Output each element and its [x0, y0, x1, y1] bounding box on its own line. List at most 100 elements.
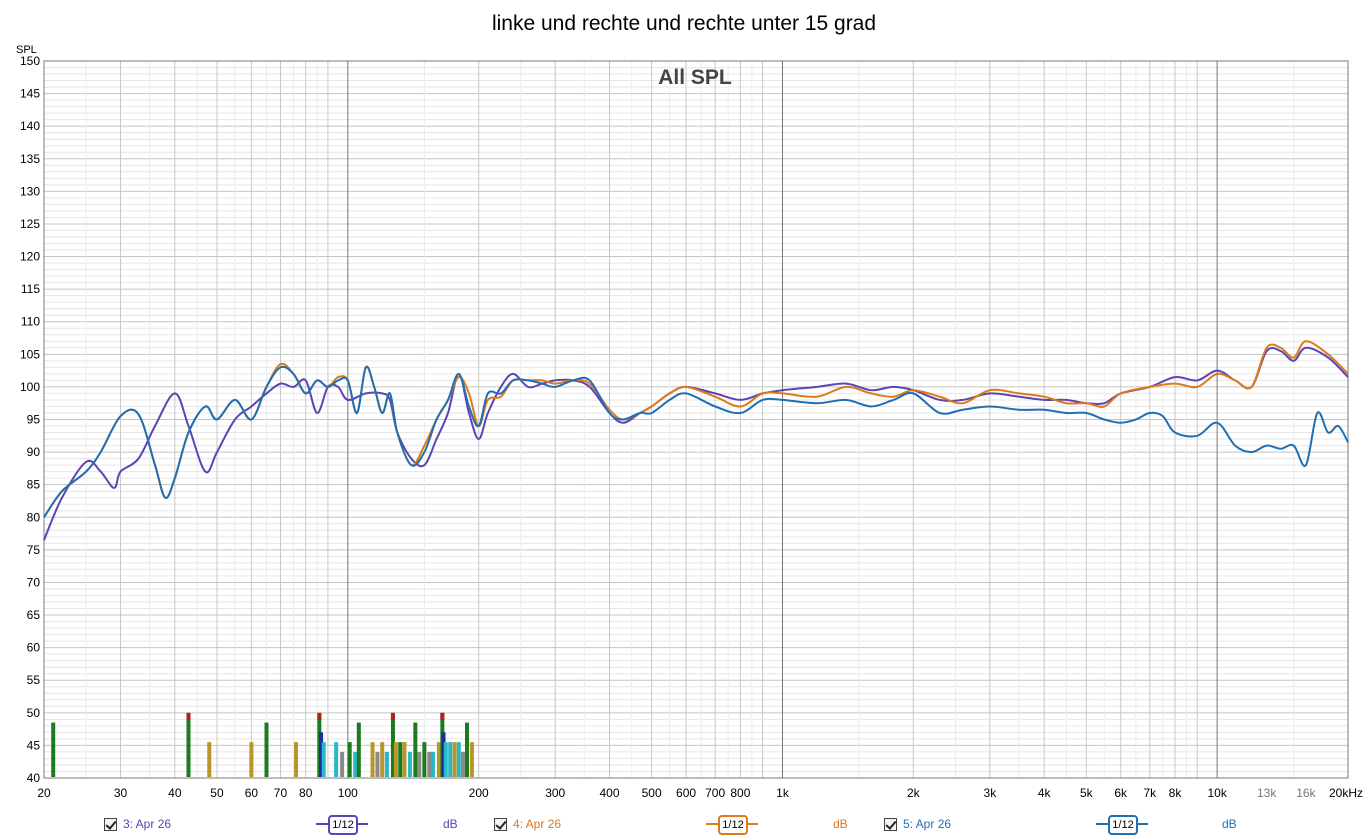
y-tick-label: 135 [20, 152, 40, 166]
y-tick-label: 65 [27, 608, 41, 622]
bar-marker [436, 742, 441, 777]
bar-marker [413, 722, 418, 777]
x-tick-label: 30 [114, 786, 128, 800]
legend-label-2: 4: Apr 26 [513, 817, 562, 831]
x-tick-label: 500 [642, 786, 662, 800]
y-tick-label: 40 [27, 771, 41, 785]
series-lines [43, 340, 1349, 541]
y-tick-label: 75 [27, 543, 41, 557]
y-tick-label: 85 [27, 478, 41, 492]
bar-marker-cap [317, 712, 322, 720]
bar-marker [321, 742, 326, 777]
y-tick-label: 125 [20, 217, 40, 231]
x-tick-label: 80 [299, 786, 313, 800]
legend-item-2[interactable]: 4: Apr 26 [494, 814, 561, 834]
x-tick-label: 800 [730, 786, 750, 800]
bar-marker-cap [390, 712, 395, 720]
bar-marker [407, 751, 412, 777]
x-tick-label: 16k [1296, 786, 1316, 800]
bar-marker [460, 751, 465, 777]
y-tick-label: 50 [27, 706, 41, 720]
y-tick-label: 90 [27, 445, 41, 459]
x-tick-label: 5k [1080, 786, 1094, 800]
bar-marker [340, 751, 345, 777]
bar-marker [186, 712, 191, 777]
x-tick-label: 6k [1114, 786, 1128, 800]
x-tick-label: 400 [599, 786, 619, 800]
bar-marker [384, 751, 389, 777]
y-tick-label: 60 [27, 641, 41, 655]
x-tick-label: 700 [705, 786, 725, 800]
legend-unit-1: dB [443, 817, 458, 831]
x-tick-label: 600 [676, 786, 696, 800]
bar-marker [264, 722, 269, 777]
grid [43, 60, 1349, 779]
bar-marker [422, 742, 427, 777]
x-tick-label: 1k [776, 786, 790, 800]
x-tick-label: 10k [1207, 786, 1227, 800]
plot-frame [43, 60, 1349, 779]
bar-marker [393, 742, 398, 777]
legend-item-3[interactable]: 5: Apr 26 [884, 814, 951, 834]
smoothing-button-2[interactable]: 1/12 [718, 815, 748, 835]
bar-marker [452, 742, 457, 777]
y-tick-label: 55 [27, 673, 41, 687]
x-tick-label: 7k [1143, 786, 1157, 800]
x-tick-label: 100 [338, 786, 358, 800]
series-line-3 [43, 365, 1349, 518]
bar-marker [448, 742, 453, 777]
legend-label-1: 3: Apr 26 [123, 817, 172, 831]
x-tick-label: 8k [1169, 786, 1183, 800]
y-tick-label: 45 [27, 738, 41, 752]
y-tick-label: 95 [27, 413, 41, 427]
bar-marker [51, 722, 56, 777]
x-tick-label: 13k [1257, 786, 1277, 800]
y-tick-label: 70 [27, 575, 41, 589]
x-tick-label: 20kHz [1329, 786, 1363, 800]
x-tick-label: 2k [907, 786, 921, 800]
y-tick-label: 100 [20, 380, 40, 394]
bar-marker [390, 712, 395, 777]
bar-marker [380, 742, 385, 777]
bar-marker [427, 751, 432, 777]
legend-label-3: 5: Apr 26 [903, 817, 952, 831]
bar-marker [356, 722, 361, 777]
series-checkbox-1[interactable] [104, 817, 117, 831]
legend-unit-3: dB [1222, 817, 1237, 831]
x-tick-label: 20 [37, 786, 51, 800]
chart-subtitle: All SPL [658, 66, 732, 89]
y-tick-label: 140 [20, 119, 40, 133]
bar-marker [417, 751, 422, 777]
bar-marker [402, 742, 407, 777]
smoothing-button-1[interactable]: 1/12 [328, 815, 358, 835]
bar-marker [456, 742, 461, 777]
legend-unit-2: dB [833, 817, 848, 831]
bar-marker [249, 742, 254, 777]
bar-marker [375, 751, 380, 777]
series-checkbox-2[interactable] [494, 817, 507, 831]
x-tick-label: 4k [1038, 786, 1052, 800]
y-tick-label: 145 [20, 87, 40, 101]
bar-marker [294, 742, 299, 777]
bar-marker [441, 732, 446, 777]
x-tick-label: 3k [984, 786, 998, 800]
bar-marker [398, 742, 403, 777]
x-tick-label: 300 [545, 786, 565, 800]
x-tick-label: 200 [469, 786, 489, 800]
y-tick-label: 110 [21, 315, 40, 329]
chart-title: linke und rechte und rechte unter 15 gra… [492, 12, 876, 35]
smoothing-button-3[interactable]: 1/12 [1108, 815, 1138, 835]
x-tick-label: 60 [245, 786, 259, 800]
legend-item-1[interactable]: 3: Apr 26 [104, 814, 171, 834]
bar-marker [443, 742, 448, 777]
y-tick-label: 115 [21, 282, 40, 296]
x-tick-label: 40 [168, 786, 182, 800]
bar-markers [51, 712, 474, 777]
y-tick-label: 130 [20, 184, 40, 198]
bar-marker [334, 742, 339, 777]
bar-marker-cap [440, 712, 445, 720]
series-line-1 [43, 346, 1349, 541]
series-checkbox-3[interactable] [884, 817, 897, 831]
bar-marker [353, 751, 358, 777]
